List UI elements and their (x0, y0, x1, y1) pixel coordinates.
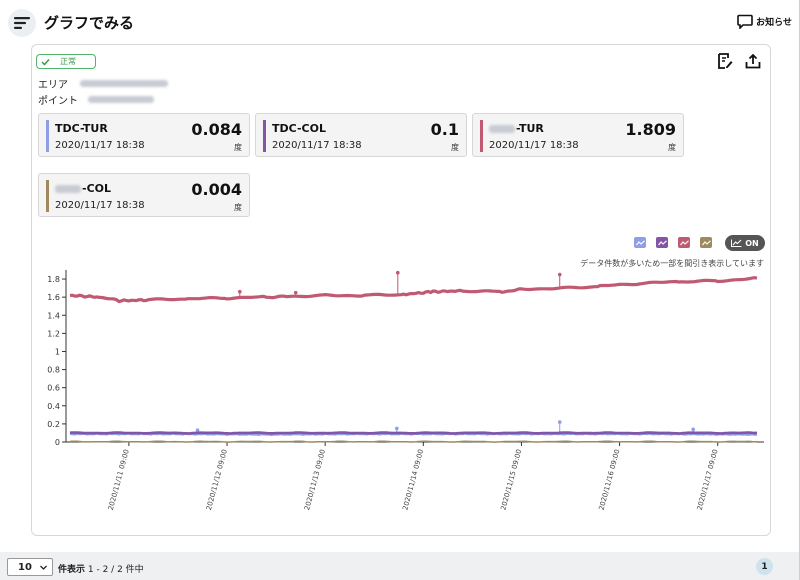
series-line-4 (69, 440, 758, 443)
sensor-name: -TUR (489, 122, 544, 135)
edit-note-button[interactable] (716, 52, 734, 74)
legend-toggle-series-2[interactable] (656, 237, 668, 248)
sensor-unit: 度 (234, 203, 242, 212)
legend-toggle-series-4[interactable] (700, 237, 712, 248)
edit-note-icon (718, 53, 733, 69)
sensor-line-chart: 0 0.2 0.4 0.6 0.8 1 1.2 1.4 1.6 1.8 2020/11/11 09:… (47, 270, 764, 511)
y-tick-label: 1.6 (47, 293, 60, 302)
series-spike-point (557, 420, 562, 424)
sensor-value: 1.809 (625, 120, 676, 139)
menu-button[interactable] (8, 9, 36, 37)
sensor-card-redacted-col[interactable]: -COL 2020/11/17 18:38 0.004 度 (38, 173, 250, 217)
series-spike-point (395, 270, 400, 275)
line-chart-icon (657, 239, 667, 245)
chat-bubble-icon (737, 14, 753, 29)
sensor-name-redacted (55, 184, 81, 193)
x-tick-label: 2020/11/14 09:00 (401, 448, 425, 511)
sensor-unit: 度 (668, 143, 676, 152)
x-tick-label: 2020/11/15 09:00 (499, 448, 523, 511)
per-page-label: 件表示 (58, 565, 86, 575)
sensor-time: 2020/11/17 18:38 (489, 140, 579, 151)
chevron-down-icon (40, 565, 47, 570)
notice-button[interactable]: お知らせ (737, 14, 792, 29)
sensor-value: 0.004 (191, 180, 242, 199)
per-page-value: 10 (18, 561, 32, 573)
area-label: エリア (38, 80, 68, 91)
sensor-color-bar (46, 120, 49, 152)
x-tick-label: 2020/11/17 09:00 (696, 448, 720, 511)
sensor-time: 2020/11/17 18:38 (55, 140, 145, 151)
point-label: ポイント (38, 96, 78, 107)
sensor-unit: 度 (451, 143, 459, 152)
x-tick-label: 2020/11/13 09:00 (303, 448, 327, 511)
y-tick-label: 1.8 (47, 275, 60, 284)
graph-toggle-on[interactable]: ON (725, 235, 765, 251)
line-chart-icon (701, 239, 711, 245)
line-chart-icon (731, 239, 742, 247)
y-tick-label: 0.6 (47, 384, 60, 393)
line-chart-icon (635, 239, 645, 245)
sensor-card-tdc-col[interactable]: TDC-COL 2020/11/17 18:38 0.1 度 (255, 113, 467, 157)
series-spike-point (395, 426, 399, 431)
sensor-name-suffix: -COL (82, 182, 111, 195)
area-row: エリア (38, 76, 168, 91)
toggle-label: ON (745, 238, 759, 248)
page-1-button[interactable]: 1 (756, 558, 773, 575)
pagination-bar: 10 件表示 1 - 2 / 2 件中 (0, 552, 800, 580)
status-badge: 正常 (36, 54, 96, 69)
sensor-name: TDC-TUR (55, 122, 108, 135)
sensor-card-redacted-tur[interactable]: -TUR 2020/11/17 18:38 1.809 度 (472, 113, 684, 157)
point-value-redacted (88, 96, 154, 103)
sensor-name: TDC-COL (272, 122, 326, 135)
sensor-value: 0.084 (191, 120, 242, 139)
menu-icon (14, 17, 30, 29)
sampling-note: データ件数が多いため一部を間引き表示しています (580, 259, 764, 268)
y-tick-label: 1 (55, 347, 60, 356)
check-icon (41, 58, 50, 66)
export-button[interactable] (744, 52, 762, 74)
sensor-time: 2020/11/17 18:38 (272, 140, 362, 151)
sensor-color-bar (46, 180, 49, 212)
per-page-select[interactable]: 10 (7, 558, 53, 576)
y-tick-label: 0.4 (47, 402, 60, 411)
y-tick-label: 0.8 (47, 366, 60, 375)
series-spike-point (557, 272, 562, 277)
x-tick-label: 2020/11/11 09:00 (107, 448, 131, 511)
series-line-1 (70, 276, 758, 304)
series-spike-point (195, 428, 200, 433)
notice-label: お知らせ (756, 18, 792, 28)
sensor-color-bar (480, 120, 483, 152)
series-line-3 (69, 431, 757, 435)
sensor-name-redacted (489, 124, 515, 133)
y-tick-label: 1.2 (47, 329, 60, 338)
series-spike-point (293, 290, 298, 295)
page-title: グラフでみる (44, 14, 135, 32)
x-tick-label: 2020/11/12 09:00 (205, 448, 229, 511)
status-label: 正常 (60, 57, 76, 66)
sensor-name-suffix: -TUR (516, 122, 544, 135)
export-icon (745, 53, 761, 69)
sensor-name: -COL (55, 182, 111, 195)
range-text: 1 - 2 / 2 件中 (87, 565, 144, 575)
y-tick-label: 0 (55, 438, 60, 447)
sensor-unit: 度 (234, 143, 242, 152)
line-chart-icon (679, 239, 689, 245)
sensor-time: 2020/11/17 18:38 (55, 200, 145, 211)
area-value-redacted (80, 80, 168, 87)
y-tick-label: 1.4 (47, 311, 60, 320)
y-tick-label: 0.2 (47, 420, 60, 429)
sensor-card-tdc-tur[interactable]: TDC-TUR 2020/11/17 18:38 0.084 度 (38, 113, 250, 157)
app-header: グラフでみる お知らせ (0, 0, 800, 44)
sensor-value: 0.1 (430, 120, 459, 139)
x-tick-label: 2020/11/16 09:00 (598, 448, 622, 511)
pagination-info: 件表示 1 - 2 / 2 件中 (58, 562, 144, 575)
series-spike-point (691, 427, 696, 432)
legend-toggle-series-1[interactable] (634, 237, 646, 248)
point-row: ポイント (38, 92, 154, 107)
sensor-color-bar (263, 120, 266, 152)
legend-toggle-series-3[interactable] (678, 237, 690, 248)
series-spike-point (237, 289, 242, 294)
